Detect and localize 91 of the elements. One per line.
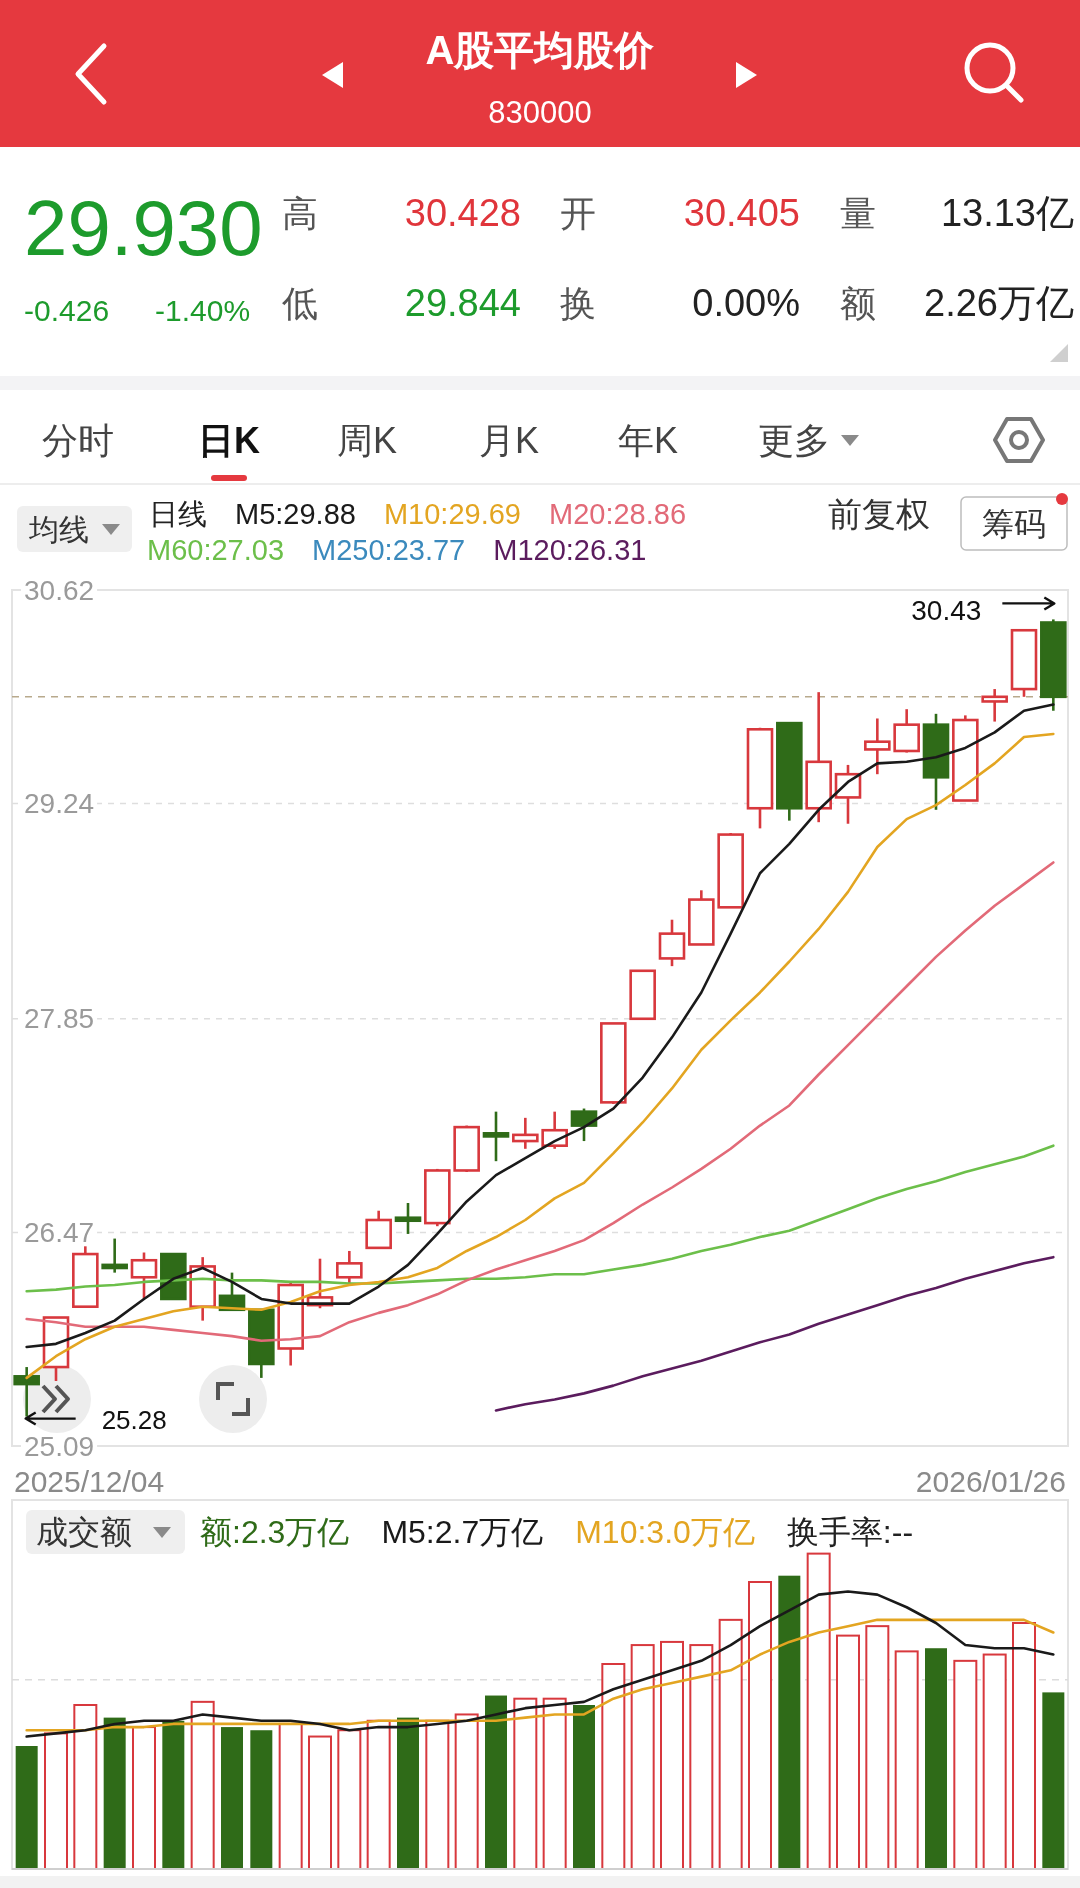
text: 830000	[488, 94, 592, 130]
text: 29.930	[24, 184, 263, 272]
y-tick-label: 30.62	[24, 574, 95, 606]
text: 换	[560, 282, 596, 324]
text: M10:29.69	[383, 498, 521, 530]
bar	[865, 1625, 890, 1870]
candlestick	[336, 1249, 363, 1285]
text: M5:2.7万亿	[381, 1514, 544, 1550]
legend-title: 成交额	[36, 1514, 132, 1550]
bar	[454, 1713, 479, 1870]
candlestick	[130, 1251, 158, 1301]
bar	[15, 1746, 38, 1869]
bar	[1042, 1692, 1065, 1869]
candlestick	[570, 1107, 598, 1143]
bar	[162, 1720, 185, 1869]
text: 日K	[198, 419, 260, 461]
text: 13.13亿	[940, 192, 1074, 234]
line-series	[25, 861, 1055, 1343]
bar	[778, 1575, 801, 1869]
text: 0.00%	[692, 282, 800, 324]
bar	[308, 1735, 332, 1870]
bar	[513, 1697, 538, 1870]
bar	[132, 1726, 156, 1870]
candlestick	[512, 1116, 539, 1151]
text: 前复权	[828, 495, 930, 533]
text: A股平均股价	[425, 28, 656, 72]
bar	[44, 1732, 68, 1870]
bar	[806, 1552, 831, 1870]
text: 分时	[42, 419, 114, 461]
bar	[73, 1704, 98, 1870]
bar	[425, 1719, 450, 1870]
text: 高	[282, 192, 318, 234]
bar	[278, 1722, 303, 1870]
annotation: 30.43	[911, 594, 982, 626]
text: 开	[560, 192, 596, 234]
bar	[366, 1719, 391, 1870]
text: 月K	[478, 419, 540, 461]
candlestick	[482, 1110, 510, 1163]
y-tick-label: 27.85	[24, 1003, 95, 1035]
candlestick	[394, 1201, 422, 1236]
line-series	[494, 1255, 1055, 1412]
legend-title: 日线	[149, 498, 207, 530]
text: M120:26.31	[493, 534, 647, 566]
bar	[190, 1700, 215, 1870]
text: 额	[840, 282, 876, 324]
candlestick	[981, 687, 1008, 723]
y-tick-label: 26.47	[24, 1216, 95, 1248]
text: 筹码	[982, 506, 1046, 542]
bar	[103, 1717, 126, 1869]
text: 2.26万亿	[924, 282, 1074, 324]
bar	[748, 1581, 772, 1870]
text: 2025/12/04	[14, 1464, 165, 1498]
line-series	[25, 1144, 1055, 1293]
text: 2026/01/26	[915, 1464, 1066, 1498]
text: -1.40%	[155, 293, 251, 327]
text: M10:3.0万亿	[575, 1514, 755, 1550]
bar	[660, 1640, 684, 1870]
candlestick	[864, 717, 891, 776]
text: M5:29.88	[235, 498, 356, 530]
candlestick	[101, 1237, 128, 1274]
bar	[337, 1729, 362, 1870]
bar	[542, 1697, 567, 1870]
bar	[601, 1663, 626, 1870]
bar	[1012, 1622, 1036, 1870]
text: 量	[840, 192, 876, 234]
text: 年K	[617, 419, 679, 461]
y-tick-label: 29.24	[24, 788, 95, 820]
text: M20:28.86	[548, 498, 687, 530]
legend-label: M250:23.77	[312, 534, 466, 566]
text: 周K	[336, 419, 398, 461]
text: 额:2.3万亿	[200, 1514, 350, 1550]
text: -0.426	[24, 293, 110, 327]
bar	[836, 1634, 860, 1870]
bar	[894, 1650, 919, 1870]
bar	[718, 1618, 743, 1870]
y-tick-label: 25.09	[24, 1430, 95, 1462]
bar	[953, 1659, 978, 1870]
text: 30.428	[404, 192, 521, 234]
candlestick	[13, 1365, 40, 1418]
annotation: 25.28	[101, 1404, 167, 1435]
text: 均线	[28, 512, 89, 546]
text: 29.844	[404, 282, 521, 324]
bar	[250, 1730, 273, 1869]
bar	[630, 1644, 655, 1870]
text: 30.405	[683, 192, 800, 234]
bar	[982, 1653, 1007, 1870]
text: 低	[282, 282, 318, 324]
bar	[689, 1644, 714, 1870]
text: 更多	[758, 419, 830, 461]
text: M60:27.03	[147, 534, 285, 566]
text: 换手率:--	[786, 1514, 914, 1550]
